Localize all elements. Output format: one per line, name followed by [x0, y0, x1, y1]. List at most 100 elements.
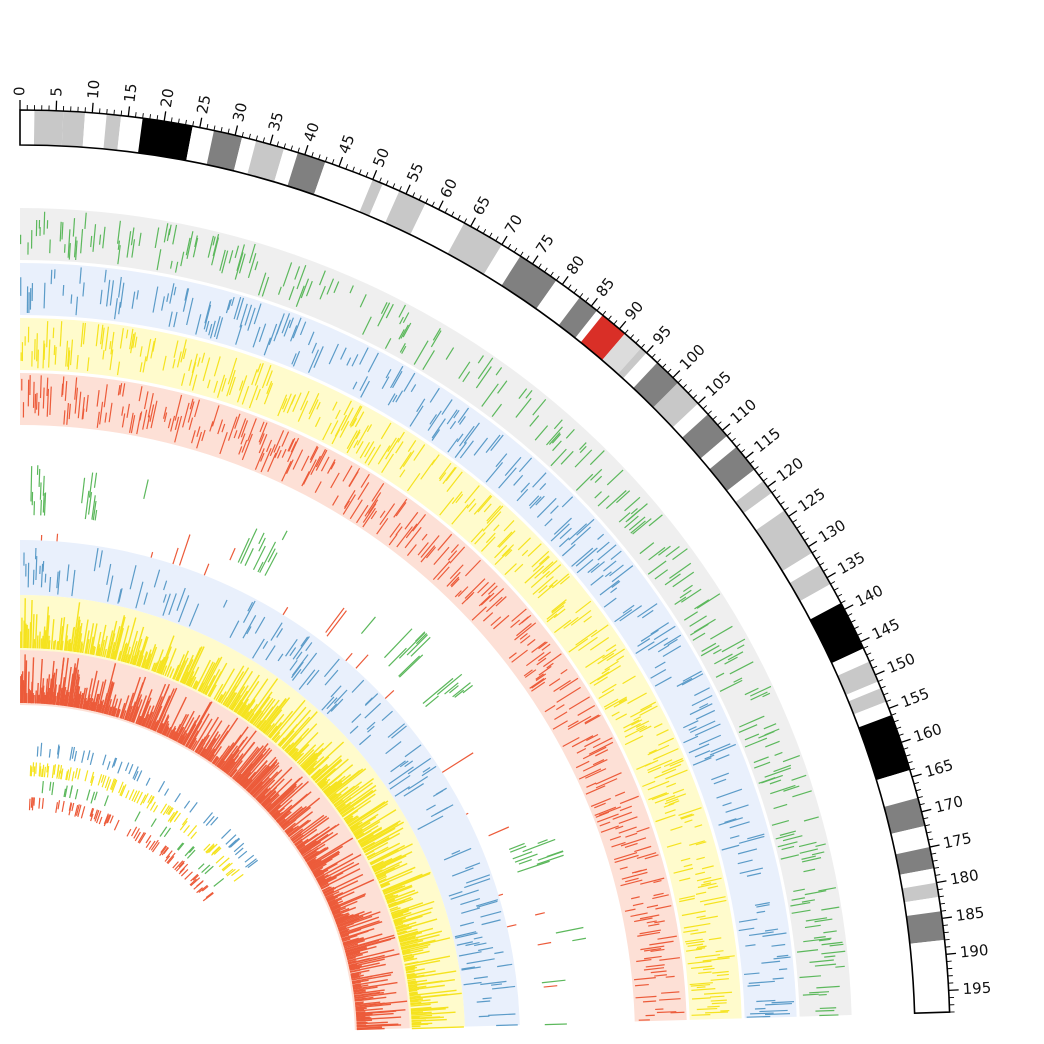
track-mark — [632, 518, 652, 535]
track-mark — [351, 974, 364, 979]
track-mark — [36, 635, 39, 649]
track-mark — [346, 429, 361, 454]
track-mark — [371, 860, 384, 868]
track-mark — [356, 1016, 370, 1019]
track-mark — [385, 303, 394, 319]
track-mark — [394, 922, 404, 927]
track-mark — [464, 578, 486, 599]
track-mark — [64, 635, 68, 651]
track-mark — [233, 690, 249, 713]
track-mark — [71, 569, 76, 597]
track-mark — [647, 744, 670, 756]
track-mark — [355, 1008, 365, 1011]
track-mark — [399, 342, 406, 353]
track-mark — [355, 1003, 392, 1009]
track-mark — [57, 640, 60, 650]
minor-tick — [651, 353, 656, 358]
track-mark — [340, 928, 362, 937]
track-mark — [92, 701, 96, 712]
track-mark — [518, 388, 528, 399]
track-mark — [257, 363, 262, 373]
track-mark — [466, 593, 474, 601]
track-mark — [349, 962, 380, 971]
track-mark — [756, 910, 766, 914]
track-mark — [535, 912, 545, 916]
major-tick — [561, 275, 569, 285]
track-mark — [352, 979, 388, 987]
track-mark — [699, 915, 718, 921]
track-mark — [225, 692, 236, 708]
track-mark — [328, 898, 343, 906]
track-mark — [635, 995, 657, 999]
track-mark — [374, 860, 403, 875]
track-mark — [570, 526, 591, 545]
track-mark — [207, 379, 211, 389]
track-mark — [542, 560, 558, 575]
track-mark — [482, 612, 494, 622]
track-mark — [252, 638, 265, 659]
track-mark — [494, 544, 508, 559]
track-mark — [447, 438, 459, 453]
track-mark — [618, 826, 637, 834]
track-mark — [575, 473, 594, 491]
track-mark — [819, 1007, 837, 1010]
track-mark — [520, 635, 531, 644]
track-mark — [321, 773, 343, 792]
minor-tick — [866, 652, 872, 656]
track-mark — [40, 499, 42, 516]
track-mark — [247, 601, 254, 612]
track-mark — [77, 391, 82, 419]
track-mark — [708, 937, 722, 941]
track-mark — [410, 1008, 446, 1013]
minor-tick — [740, 449, 746, 453]
track-mark — [68, 638, 72, 652]
track-mark — [222, 749, 240, 772]
track-mark — [98, 550, 103, 568]
track-mark — [164, 648, 177, 677]
track-mark — [200, 657, 220, 693]
track-mark — [403, 783, 424, 797]
track-mark — [824, 955, 836, 958]
track-mark — [148, 840, 156, 851]
track-mark — [201, 885, 209, 892]
track-mark — [803, 816, 819, 822]
track-mark — [647, 560, 667, 575]
track-background — [20, 208, 852, 1017]
track-mark — [254, 261, 259, 271]
track-mark — [402, 950, 430, 958]
track-mark — [388, 647, 407, 667]
track-mark — [65, 640, 69, 651]
track-mark — [30, 797, 33, 808]
track-mark — [287, 819, 310, 837]
track-mark — [137, 636, 149, 667]
track-mark — [378, 866, 416, 884]
track-mark — [829, 943, 844, 947]
track-mark — [624, 722, 641, 733]
track-mark — [41, 635, 44, 649]
track-mark — [202, 357, 211, 382]
track-mark — [163, 412, 168, 422]
track-mark — [338, 803, 351, 813]
track-mark — [821, 906, 840, 911]
track-mark — [360, 473, 370, 488]
track-mark — [395, 502, 407, 517]
track-mark — [50, 269, 53, 285]
track-mark — [316, 875, 325, 881]
track-mark — [449, 420, 457, 430]
track-mark — [218, 691, 227, 703]
track-mark — [670, 825, 683, 831]
track-mark — [43, 343, 46, 360]
track-mark — [152, 662, 158, 672]
track-mark — [118, 276, 122, 298]
track-mark — [464, 559, 481, 577]
track-mark — [169, 810, 179, 823]
track-mark — [584, 714, 601, 725]
track-mark — [233, 747, 260, 780]
track-mark — [70, 698, 74, 708]
track-mark — [41, 764, 45, 778]
track-mark — [229, 760, 243, 777]
track-mark — [541, 979, 566, 984]
track-mark — [465, 874, 491, 884]
track-mark — [409, 405, 424, 427]
track-mark — [356, 425, 370, 446]
